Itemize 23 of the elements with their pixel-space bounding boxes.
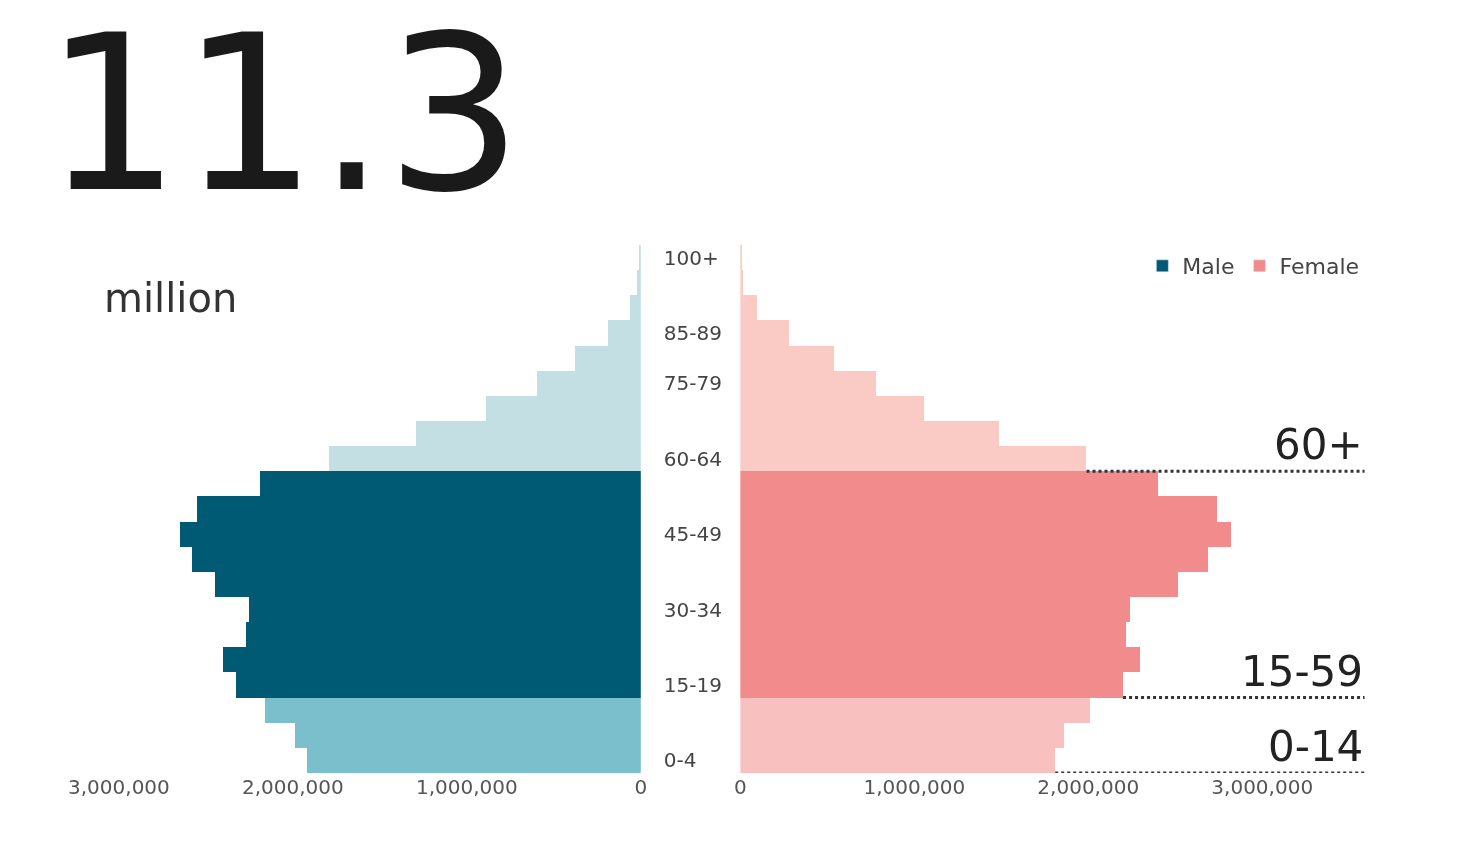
y-tick-label: 45-49 (663, 522, 722, 547)
x-tick-label: 1,000,000 (863, 775, 966, 799)
x-tick-label: 3,000,000 (68, 775, 170, 799)
legend-label: Male (1182, 254, 1235, 280)
text: million (104, 275, 238, 321)
y-tick-label: 85-89 (663, 321, 722, 345)
x-tick-label: 0 (733, 775, 747, 799)
y-tick-label: 0-4 (663, 748, 697, 773)
text: 60+ (1274, 420, 1363, 469)
chart-title: 11.3 (43, 0, 523, 240)
x-tick-label: 0 (634, 775, 648, 799)
legend-label: Female (1279, 254, 1360, 280)
x-tick-label: 1,000,000 (415, 775, 518, 799)
y-tick-label: 60-64 (663, 446, 722, 471)
annotation: 15-59 (1241, 647, 1364, 696)
x-tick-label: 2,000,000 (241, 775, 344, 799)
y-tick-label: 75-79 (663, 371, 722, 396)
y-tick-label: 30-34 (663, 597, 722, 622)
x-tick-label: 2,000,000 (1037, 775, 1140, 799)
text: 0-14 (1268, 722, 1364, 771)
x-tick-label: 3,000,000 (1211, 775, 1314, 799)
y-tick-label: 15-19 (663, 673, 722, 697)
y-tick-label: 100+ (663, 245, 719, 270)
